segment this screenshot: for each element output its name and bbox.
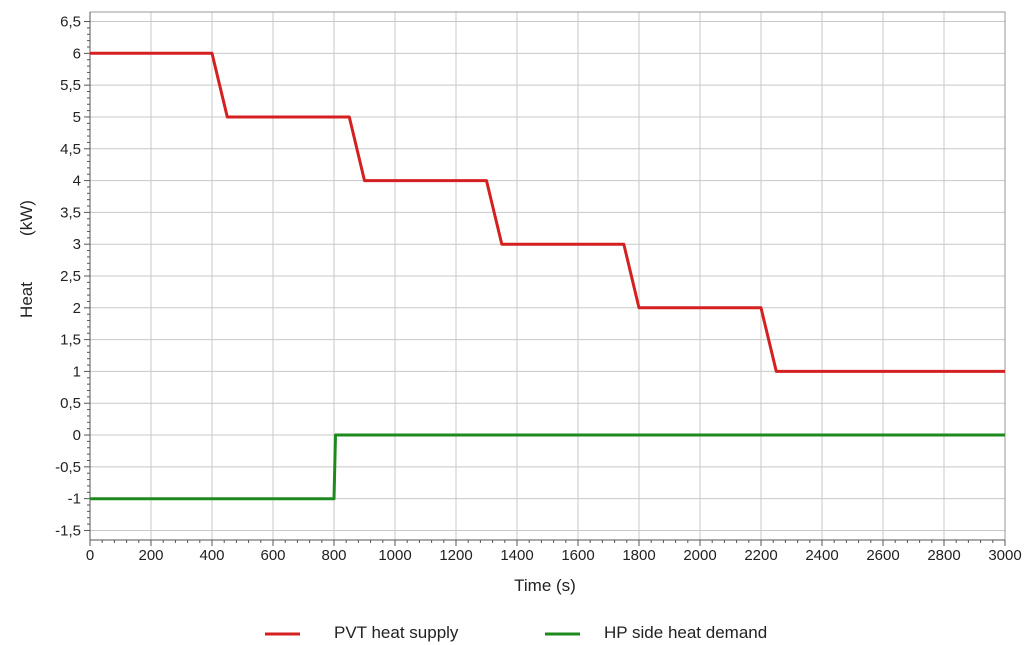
x-tick-label: 1600 (561, 547, 594, 564)
y-axis-title: Heat (kW) (17, 200, 36, 318)
x-tick-label: 1000 (378, 547, 411, 564)
legend-label-pvt-heat-supply: PVT heat supply (334, 623, 459, 642)
y-tick-label: -1,5 (55, 522, 81, 539)
x-tick-label: 2200 (744, 547, 777, 564)
series-line-pvt-heat-supply (90, 51, 1005, 373)
x-tick-label: 2400 (805, 547, 838, 564)
y-tick-label: 3,5 (60, 204, 81, 221)
y-tick-label: -0,5 (55, 459, 81, 476)
y-tick-label: 2 (73, 300, 81, 317)
y-tick-label: 5,5 (60, 77, 81, 94)
y-tick-label: 4,5 (60, 141, 81, 158)
y-axis-title-word-1: Heat (17, 282, 36, 318)
y-tick-label: 2,5 (60, 268, 81, 285)
x-tick-label: 1400 (500, 547, 533, 564)
grid-lines-y (90, 21, 1005, 531)
series-layer (90, 51, 1005, 501)
y-tick-label: 3 (73, 236, 81, 253)
legend-label-hp-side-heat-demand: HP side heat demand (604, 623, 767, 642)
y-tick-label: 5 (73, 109, 81, 126)
x-tick-label: 0 (86, 547, 94, 564)
series-line-hp-side-heat-demand (90, 433, 1005, 501)
x-tick-label: 3000 (988, 547, 1021, 564)
x-axis-title: Time (s) (514, 576, 576, 595)
x-tick-label: 2600 (866, 547, 899, 564)
x-tick-label: 1200 (439, 547, 472, 564)
x-tick-label: 200 (138, 547, 163, 564)
legend: PVT heat supply HP side heat demand (265, 623, 767, 642)
y-tick-label: 0,5 (60, 395, 81, 412)
y-tick-label: 6 (73, 45, 81, 62)
y-tick-label: 1,5 (60, 332, 81, 349)
x-tick-label: 800 (321, 547, 346, 564)
x-tick-label: 2000 (683, 547, 716, 564)
y-tick-label: 4 (73, 173, 81, 190)
x-tick-label: 2800 (927, 547, 960, 564)
y-tick-label: 0 (73, 427, 81, 444)
y-axis-title-word-2: (kW) (17, 200, 36, 236)
x-ticks: 0 200 400 600 800 1000 1200 1400 1600 1800 2000 220… (86, 540, 1022, 564)
x-tick-label: 600 (260, 547, 285, 564)
y-tick-label: 1 (73, 363, 81, 380)
y-tick-label: -1 (68, 491, 81, 508)
y-tick-label: 6,5 (60, 14, 81, 31)
y-ticks: -1,5 -1 -0,5 0 0,5 1 1,5 2 2,5 3 3,5 4 4,5 5 5,5 6 6,5 (55, 14, 90, 539)
x-tick-label: 400 (199, 547, 224, 564)
x-tick-label: 1800 (622, 547, 655, 564)
